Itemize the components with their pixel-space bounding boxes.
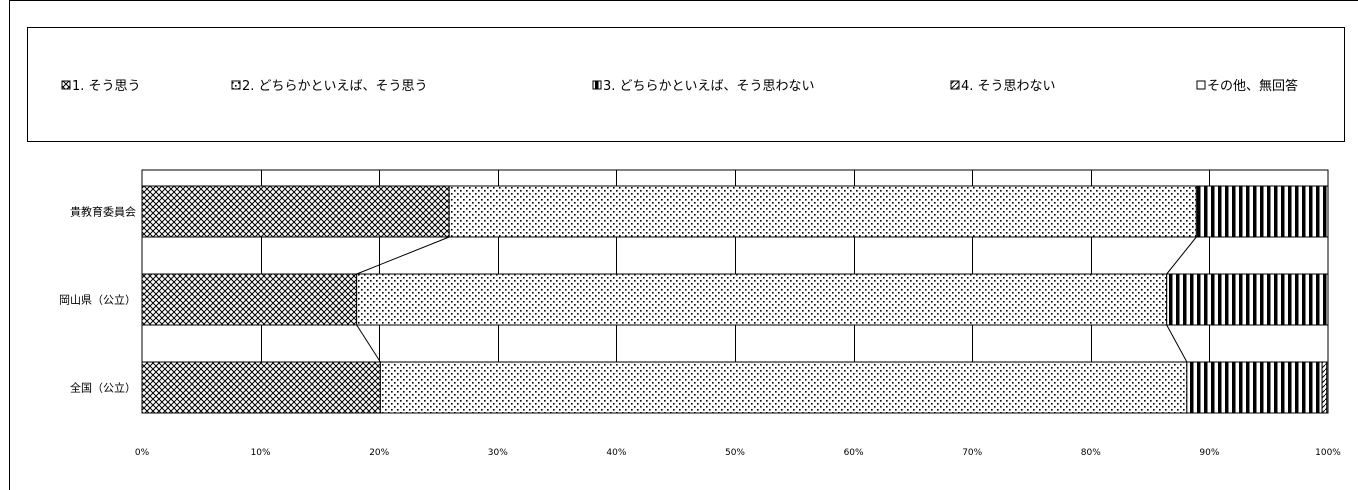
x-tick-labels: 0% 10% 20% 30% 40% 50% 60% 70% 80% 90% 100% <box>135 448 1341 458</box>
x-tick-label: 10% <box>251 448 271 458</box>
x-tick-label: 0% <box>135 448 150 458</box>
bar-segment-s1-c1 <box>141 185 450 238</box>
series-connectors <box>356 236 1197 363</box>
x-tick-label: 40% <box>606 448 626 458</box>
bar-segment-s3-c1 <box>1195 185 1329 238</box>
legend-swatch <box>231 80 241 90</box>
x-tick-label: 30% <box>488 448 508 458</box>
x-tick-label: 60% <box>844 448 864 458</box>
series-connector <box>356 324 381 363</box>
x-tick-label: 90% <box>1199 448 1219 458</box>
legend-label: 4. そう思わない <box>961 79 1056 94</box>
legend-swatch <box>1196 80 1206 90</box>
bar-segment-s4-c3 <box>1321 361 1328 414</box>
legend-label: 3. どちらかといえば、そう思わない <box>603 79 815 94</box>
bar-segment-s5-c3 <box>1326 361 1329 414</box>
bars <box>141 185 1329 414</box>
bar-segment-s2-c3 <box>379 361 1188 414</box>
bar-segment-s1-c2 <box>141 273 358 326</box>
bar-segment-s3-c2 <box>1166 273 1329 326</box>
category-label: 貴教育委員会 <box>70 205 136 219</box>
x-tick-label: 100% <box>1315 448 1341 458</box>
x-tick-label: 50% <box>725 448 745 458</box>
legend-label: 1. そう思う <box>72 79 141 94</box>
legend-swatch <box>950 80 960 90</box>
legend-label: その他、無回答 <box>1207 78 1298 94</box>
legend-label: 2. どちらかといえば、そう思う <box>242 79 428 94</box>
legend-swatch <box>592 80 602 90</box>
series-connector <box>1166 236 1197 275</box>
legend-swatch <box>61 80 71 90</box>
category-label: 岡山県（公立） <box>59 293 136 307</box>
x-tick-label: 70% <box>962 448 982 458</box>
legend: 1. そう思う 2. どちらかといえば、そう思う 3. どちらかといえば、そう思わな… <box>61 78 1298 94</box>
series-connector <box>1166 324 1188 363</box>
series-connector <box>356 236 450 275</box>
bar-segment-s2-c1 <box>448 185 1197 238</box>
bar-segment-s2-c2 <box>356 273 1168 326</box>
bar-segment-s3-c3 <box>1186 361 1323 414</box>
category-label: 全国（公立） <box>70 381 136 395</box>
bar-segment-s1-c3 <box>141 361 381 414</box>
x-tick-label: 80% <box>1081 448 1101 458</box>
x-tick-label: 20% <box>369 448 389 458</box>
legend-box <box>27 27 1345 142</box>
